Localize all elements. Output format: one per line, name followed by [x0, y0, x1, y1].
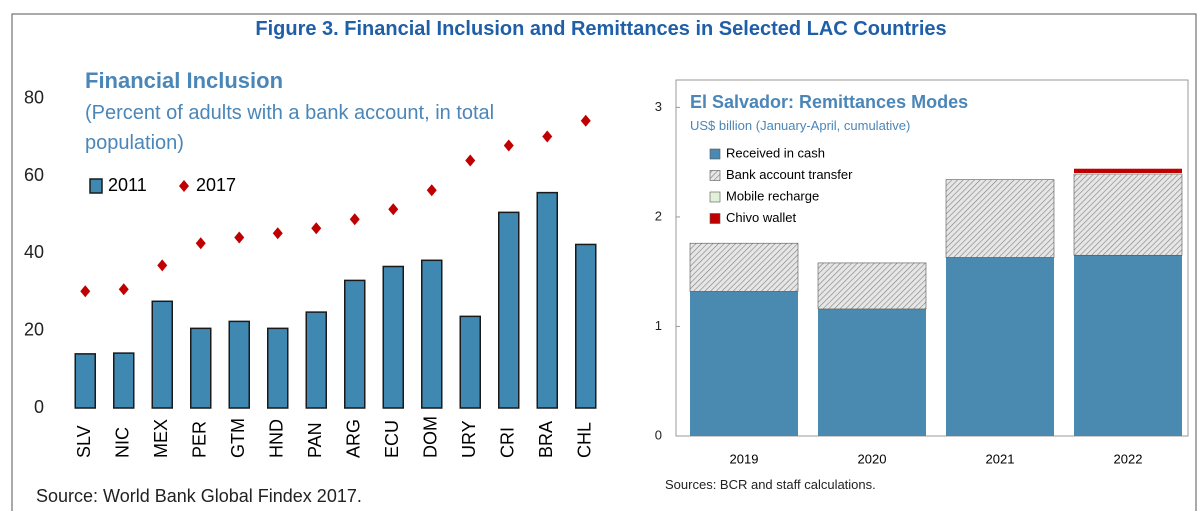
legend-label: 2011	[108, 175, 147, 195]
x-tick-label: DOM	[421, 416, 441, 458]
marker	[272, 227, 283, 240]
figure-title: Figure 3. Financial Inclusion and Remitt…	[255, 18, 947, 40]
marker	[118, 283, 129, 296]
x-tick-label: MEX	[151, 419, 171, 458]
y-tick-label: 60	[24, 165, 44, 185]
bar-segment	[690, 291, 798, 436]
marker	[195, 237, 206, 250]
source: Sources: BCR and staff calculations.	[665, 477, 876, 492]
marker	[80, 285, 91, 298]
plot-frame	[675, 79, 1189, 437]
bar	[190, 327, 212, 409]
marker	[580, 114, 591, 127]
x-tick-label: PAN	[305, 422, 325, 458]
bar-segment	[818, 308, 926, 436]
legend-swatch	[709, 191, 721, 203]
chart-title: El Salvador: Remittances Modes	[690, 92, 969, 112]
x-tick-label: BRA	[536, 421, 556, 458]
bar-segment	[946, 257, 1054, 436]
marker	[465, 154, 476, 167]
figure-frame	[11, 13, 1197, 511]
y-tick-label: 80	[24, 87, 44, 107]
bar	[344, 279, 366, 409]
bar	[305, 311, 327, 409]
marker	[426, 184, 437, 197]
bar	[74, 353, 96, 409]
marker	[157, 259, 168, 272]
legend-label: Chivo wallet	[726, 210, 796, 225]
legend-swatch	[89, 178, 103, 194]
bar	[498, 211, 520, 409]
y-tick-label: 0	[655, 427, 662, 442]
marker	[388, 203, 399, 216]
bar	[575, 243, 597, 409]
x-tick-label: HND	[267, 419, 287, 458]
bar	[267, 327, 289, 409]
legend-swatch	[179, 180, 189, 192]
source: Source: World Bank Global Findex 2017.	[36, 486, 362, 506]
y-tick-label: 2	[655, 208, 662, 223]
bar	[113, 352, 135, 409]
legend-label: Received in cash	[726, 145, 825, 160]
marker	[503, 139, 514, 152]
bar-segment	[1074, 173, 1182, 175]
marker	[234, 231, 245, 244]
x-tick-label: 2020	[858, 451, 887, 466]
x-tick-label: 2019	[730, 451, 759, 466]
x-tick-label: CRI	[498, 427, 518, 458]
legend-label: Mobile recharge	[726, 188, 819, 203]
bar	[151, 300, 173, 409]
x-tick-label: NIC	[113, 427, 133, 458]
legend-label: 2017	[196, 175, 236, 195]
bar	[459, 315, 481, 409]
bar-segment	[945, 179, 1055, 258]
x-tick-label: PER	[190, 421, 210, 458]
x-tick-label: GTM	[228, 418, 248, 458]
legend-swatch	[709, 170, 721, 181]
x-tick-label: 2021	[986, 451, 1015, 466]
y-tick-label: 40	[24, 242, 44, 262]
bar-segment	[1074, 168, 1182, 174]
y-tick-label: 3	[655, 99, 662, 114]
bar-segment	[817, 262, 927, 310]
bar	[228, 320, 250, 409]
bar	[382, 265, 404, 409]
bar-segment	[1074, 255, 1182, 436]
bar-segment	[689, 242, 799, 292]
x-tick-label: 2022	[1114, 451, 1143, 466]
legend-swatch	[709, 148, 721, 160]
y-tick-label: 1	[655, 318, 662, 333]
bar	[536, 191, 558, 409]
marker	[542, 130, 553, 143]
marker	[311, 222, 322, 235]
marker	[349, 213, 360, 226]
x-tick-label: ARG	[344, 419, 364, 458]
legend-swatch	[709, 213, 721, 224]
x-tick-label: SLV	[74, 425, 94, 458]
y-tick-label: 0	[34, 397, 44, 417]
chart-title: Financial Inclusion	[85, 68, 284, 93]
chart-subtitle: US$ billion (January-April, cumulative)	[690, 118, 911, 133]
y-tick-label: 20	[24, 319, 44, 339]
chart-subtitle: (Percent of adults with a bank account, …	[85, 102, 495, 154]
x-tick-label: CHL	[575, 422, 595, 458]
x-tick-label: ECU	[382, 420, 402, 458]
legend-label: Bank account transfer	[726, 167, 853, 182]
bar-segment	[1073, 173, 1183, 256]
x-tick-label: URY	[459, 420, 479, 458]
bar	[421, 259, 443, 409]
